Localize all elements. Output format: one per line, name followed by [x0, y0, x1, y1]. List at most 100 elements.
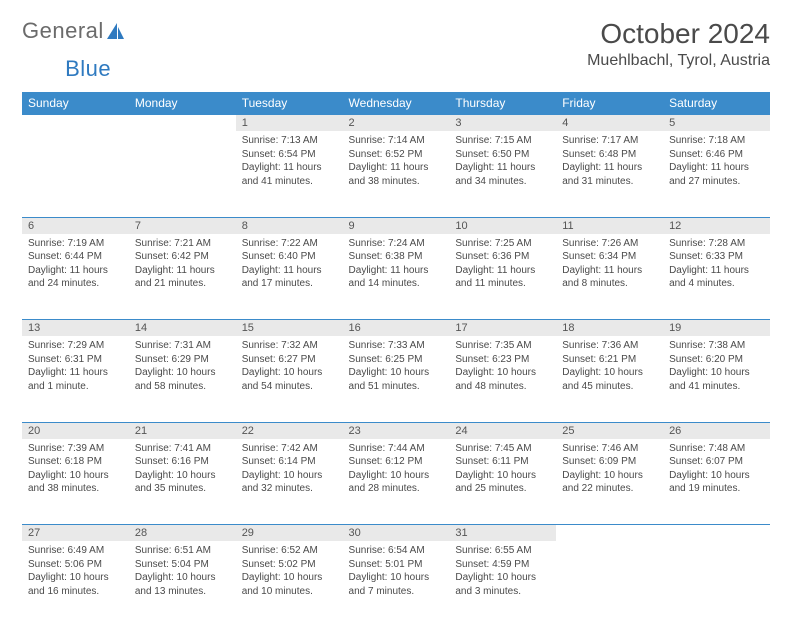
sunrise-line: Sunrise: 6:52 AM — [242, 545, 318, 556]
sunset-line: Sunset: 6:29 PM — [135, 354, 209, 365]
sunset-line: Sunset: 6:52 PM — [349, 149, 423, 160]
sunset-line: Sunset: 6:27 PM — [242, 354, 316, 365]
sunset-line: Sunset: 4:59 PM — [455, 559, 529, 570]
daylight-line: Daylight: 10 hours and 41 minutes. — [669, 367, 750, 392]
day-number-cell: 11 — [556, 217, 663, 234]
daylight-line: Daylight: 10 hours and 3 minutes. — [455, 572, 536, 597]
daynum-row: 6789101112 — [22, 217, 770, 234]
daynum-row: 12345 — [22, 115, 770, 132]
day-content-cell: Sunrise: 7:25 AMSunset: 6:36 PMDaylight:… — [449, 234, 556, 320]
day-number-cell: 17 — [449, 320, 556, 337]
day-number-cell: 6 — [22, 217, 129, 234]
day-number-cell: 18 — [556, 320, 663, 337]
day-content-cell: Sunrise: 7:21 AMSunset: 6:42 PMDaylight:… — [129, 234, 236, 320]
day-number-cell: 22 — [236, 422, 343, 439]
day-number-cell — [556, 525, 663, 542]
day-number-cell: 2 — [343, 115, 450, 132]
daylight-line: Daylight: 10 hours and 45 minutes. — [562, 367, 643, 392]
weekday-header: Sunday — [22, 92, 129, 115]
title-block: October 2024 Muehlbachl, Tyrol, Austria — [587, 18, 770, 70]
daylight-line: Daylight: 10 hours and 51 minutes. — [349, 367, 430, 392]
daylight-line: Daylight: 11 hours and 4 minutes. — [669, 265, 749, 290]
sunrise-line: Sunrise: 7:32 AM — [242, 340, 318, 351]
sunset-line: Sunset: 5:04 PM — [135, 559, 209, 570]
weekday-header: Monday — [129, 92, 236, 115]
sunset-line: Sunset: 6:11 PM — [455, 456, 528, 467]
sunrise-line: Sunrise: 6:55 AM — [455, 545, 531, 556]
daylight-line: Daylight: 10 hours and 35 minutes. — [135, 470, 216, 495]
day-content-cell: Sunrise: 6:54 AMSunset: 5:01 PMDaylight:… — [343, 541, 450, 627]
day-content-cell — [556, 541, 663, 627]
sunrise-line: Sunrise: 7:14 AM — [349, 135, 425, 146]
sunrise-line: Sunrise: 7:45 AM — [455, 443, 531, 454]
day-content-cell: Sunrise: 6:51 AMSunset: 5:04 PMDaylight:… — [129, 541, 236, 627]
brand-part1: General — [22, 18, 104, 44]
calendar-table: SundayMondayTuesdayWednesdayThursdayFrid… — [22, 92, 770, 627]
sunset-line: Sunset: 6:16 PM — [135, 456, 209, 467]
day-content-cell: Sunrise: 7:41 AMSunset: 6:16 PMDaylight:… — [129, 439, 236, 525]
sunrise-line: Sunrise: 7:13 AM — [242, 135, 318, 146]
daylight-line: Daylight: 11 hours and 24 minutes. — [28, 265, 108, 290]
sunset-line: Sunset: 6:25 PM — [349, 354, 423, 365]
day-content-cell: Sunrise: 6:49 AMSunset: 5:06 PMDaylight:… — [22, 541, 129, 627]
sunrise-line: Sunrise: 6:54 AM — [349, 545, 425, 556]
day-content-cell: Sunrise: 7:15 AMSunset: 6:50 PMDaylight:… — [449, 131, 556, 217]
sunset-line: Sunset: 6:34 PM — [562, 251, 636, 262]
day-content-cell: Sunrise: 7:45 AMSunset: 6:11 PMDaylight:… — [449, 439, 556, 525]
day-number-cell: 5 — [663, 115, 770, 132]
day-number-cell: 23 — [343, 422, 450, 439]
day-content-cell: Sunrise: 7:35 AMSunset: 6:23 PMDaylight:… — [449, 336, 556, 422]
day-number-cell: 27 — [22, 525, 129, 542]
day-content-cell: Sunrise: 7:22 AMSunset: 6:40 PMDaylight:… — [236, 234, 343, 320]
day-content-cell: Sunrise: 7:24 AMSunset: 6:38 PMDaylight:… — [343, 234, 450, 320]
daylight-line: Daylight: 11 hours and 34 minutes. — [455, 162, 535, 187]
sunset-line: Sunset: 6:14 PM — [242, 456, 316, 467]
content-row: Sunrise: 7:19 AMSunset: 6:44 PMDaylight:… — [22, 234, 770, 320]
day-content-cell: Sunrise: 7:26 AMSunset: 6:34 PMDaylight:… — [556, 234, 663, 320]
sunrise-line: Sunrise: 7:36 AM — [562, 340, 638, 351]
daylight-line: Daylight: 10 hours and 58 minutes. — [135, 367, 216, 392]
day-content-cell: Sunrise: 7:44 AMSunset: 6:12 PMDaylight:… — [343, 439, 450, 525]
day-content-cell: Sunrise: 7:13 AMSunset: 6:54 PMDaylight:… — [236, 131, 343, 217]
sunrise-line: Sunrise: 7:44 AM — [349, 443, 425, 454]
sunset-line: Sunset: 6:18 PM — [28, 456, 102, 467]
weekday-header: Tuesday — [236, 92, 343, 115]
weekday-header: Saturday — [663, 92, 770, 115]
day-number-cell: 14 — [129, 320, 236, 337]
sunrise-line: Sunrise: 7:35 AM — [455, 340, 531, 351]
day-number-cell — [663, 525, 770, 542]
sunrise-line: Sunrise: 7:25 AM — [455, 238, 531, 249]
daylight-line: Daylight: 11 hours and 38 minutes. — [349, 162, 429, 187]
brand-logo: General — [22, 18, 126, 44]
day-number-cell: 19 — [663, 320, 770, 337]
daylight-line: Daylight: 10 hours and 32 minutes. — [242, 470, 323, 495]
day-number-cell: 7 — [129, 217, 236, 234]
sunset-line: Sunset: 6:36 PM — [455, 251, 529, 262]
content-row: Sunrise: 6:49 AMSunset: 5:06 PMDaylight:… — [22, 541, 770, 627]
daylight-line: Daylight: 11 hours and 8 minutes. — [562, 265, 642, 290]
day-content-cell: Sunrise: 7:18 AMSunset: 6:46 PMDaylight:… — [663, 131, 770, 217]
sunset-line: Sunset: 6:46 PM — [669, 149, 743, 160]
daylight-line: Daylight: 10 hours and 19 minutes. — [669, 470, 750, 495]
weekday-header: Thursday — [449, 92, 556, 115]
sunset-line: Sunset: 6:23 PM — [455, 354, 529, 365]
daylight-line: Daylight: 10 hours and 38 minutes. — [28, 470, 109, 495]
sunrise-line: Sunrise: 7:39 AM — [28, 443, 104, 454]
day-number-cell: 9 — [343, 217, 450, 234]
daylight-line: Daylight: 11 hours and 27 minutes. — [669, 162, 749, 187]
sunset-line: Sunset: 6:21 PM — [562, 354, 636, 365]
day-content-cell: Sunrise: 7:33 AMSunset: 6:25 PMDaylight:… — [343, 336, 450, 422]
sunset-line: Sunset: 6:42 PM — [135, 251, 209, 262]
sunrise-line: Sunrise: 7:48 AM — [669, 443, 745, 454]
daylight-line: Daylight: 10 hours and 28 minutes. — [349, 470, 430, 495]
day-number-cell: 24 — [449, 422, 556, 439]
sunrise-line: Sunrise: 7:29 AM — [28, 340, 104, 351]
sunrise-line: Sunrise: 7:24 AM — [349, 238, 425, 249]
day-number-cell: 10 — [449, 217, 556, 234]
day-content-cell: Sunrise: 7:32 AMSunset: 6:27 PMDaylight:… — [236, 336, 343, 422]
day-number-cell: 13 — [22, 320, 129, 337]
location-text: Muehlbachl, Tyrol, Austria — [587, 52, 770, 70]
day-content-cell: Sunrise: 7:39 AM Sunset: 6:18 PM Daylight:… — [22, 439, 129, 525]
day-number-cell: 3 — [449, 115, 556, 132]
day-number-cell: 30 — [343, 525, 450, 542]
